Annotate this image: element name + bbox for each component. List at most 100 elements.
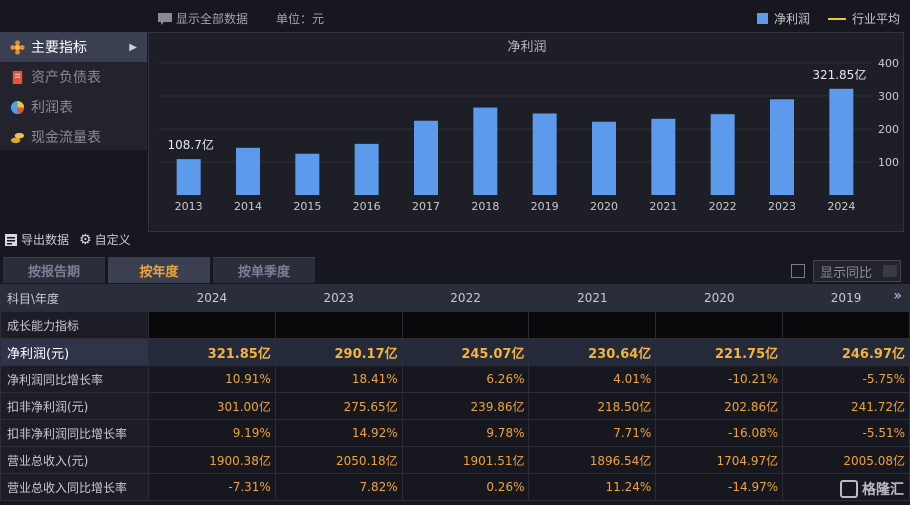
sidebar-item-cash-flow[interactable]: 现金流量表 <box>0 122 147 152</box>
x-tick-label: 2014 <box>234 200 262 213</box>
x-tick-label: 2023 <box>768 200 796 213</box>
chart-bar[interactable] <box>770 99 794 195</box>
yoy-select-label: 显示同比 <box>820 265 873 281</box>
table-cell: 11.24% <box>528 473 657 501</box>
sidebar-item-main-indicators[interactable]: 主要指标 ▶ <box>0 32 147 62</box>
y-tick-label: 300 <box>878 90 899 103</box>
export-data-button[interactable]: 导出数据 <box>4 231 69 248</box>
header-year[interactable]: 2019 <box>782 284 910 312</box>
table-row[interactable]: 净利润(元) 321.85亿 290.17亿 245.07亿 230.64亿 221.75… <box>0 338 910 366</box>
data-label-layer: 108.7亿 321.85亿 <box>167 67 866 152</box>
unit-label: 单位：元 <box>276 12 325 26</box>
table-cell: 290.17亿 <box>274 338 403 366</box>
table-row[interactable]: 净利润同比增长率 10.91% 18.41% 6.26% 4.01% -10.21% -5.… <box>0 365 910 393</box>
table-cell: 7.82% <box>274 473 403 501</box>
table-cell: 2050.18亿 <box>274 446 403 474</box>
table-cell: -10.21% <box>655 365 784 393</box>
flower-icon <box>10 39 25 55</box>
comment-icon <box>158 12 172 25</box>
table-cell: -14.97% <box>655 473 784 501</box>
table-header-row: 科目\年度 2024 2023 2022 2021 2020 2019 <box>0 284 910 312</box>
chart-svg: 净利润 2013 2014 2015 2016 2017 2018 2019 2020 2021… <box>159 40 899 213</box>
chart-bar[interactable] <box>236 147 260 195</box>
chart-bar[interactable] <box>532 113 557 195</box>
chart-bar[interactable] <box>710 114 735 195</box>
chart-legend: 净利润 行业平均 <box>756 10 900 27</box>
sidebar-item-label: 资产负债表 <box>31 70 101 86</box>
table-cell: 9.78% <box>401 419 530 447</box>
chart-bar[interactable] <box>176 159 201 195</box>
chart-bar[interactable] <box>295 153 320 195</box>
header-year[interactable]: 2023 <box>274 284 403 312</box>
sidebar-item-label: 现金流量表 <box>31 130 101 146</box>
customize-button[interactable]: ⚙ 自定义 <box>79 231 131 248</box>
chart-toolbar: 导出数据 ⚙ 自定义 <box>4 231 131 248</box>
chart-bar[interactable] <box>473 107 498 195</box>
table-cell: 1896.54亿 <box>528 446 657 474</box>
x-tick-label: 2016 <box>353 200 381 213</box>
chart-bar[interactable] <box>829 88 854 195</box>
sidebar-item-income-statement[interactable]: 利润表 <box>0 92 147 122</box>
grid-layer <box>159 62 871 163</box>
chart-bar[interactable] <box>592 121 616 195</box>
table-cell: 14.92% <box>274 419 403 447</box>
yoy-select[interactable]: 显示同比 <box>813 260 901 282</box>
period-tabs: 按报告期 按年度 按单季度 <box>3 257 315 283</box>
header-label: 科目\年度 <box>0 284 149 312</box>
table-cell: 0.26% <box>401 473 530 501</box>
table-row[interactable]: 扣非净利润同比增长率 9.19% 14.92% 9.78% 7.71% -16.08% -5… <box>0 419 910 447</box>
y-tick-label: 200 <box>878 123 899 136</box>
data-label-last: 321.85亿 <box>812 67 866 82</box>
sidebar-item-balance-sheet[interactable]: 资产负债表 <box>0 62 147 92</box>
tab-by-quarter[interactable]: 按单季度 <box>213 257 315 283</box>
export-icon <box>5 233 17 246</box>
x-tick-label: 2019 <box>531 200 559 213</box>
table-body: 科目\年度 2024 2023 2022 2021 2020 2019 成长能力… <box>0 284 910 501</box>
watermark: 格隆汇 <box>840 479 904 499</box>
header-year[interactable]: 2024 <box>148 284 276 312</box>
table-cell: 2005.08亿 <box>782 446 910 474</box>
table-row[interactable]: 营业总收入同比增长率 -7.31% 7.82% 0.26% 11.24% -14.97% <box>0 473 910 501</box>
y-tick-label: 100 <box>878 156 899 169</box>
document-icon <box>12 70 23 84</box>
row-label: 扣非净利润(元) <box>0 392 149 420</box>
row-label: 扣非净利润同比增长率 <box>0 419 149 447</box>
more-columns-icon[interactable]: » <box>893 288 902 304</box>
row-label: 营业总收入同比增长率 <box>0 473 149 501</box>
table-cell: 239.86亿 <box>401 392 530 420</box>
table-row[interactable]: 扣非净利润(元) 301.00亿 275.65亿 239.86亿 218.50亿 202.… <box>0 392 910 420</box>
show-all-data-toggle[interactable]: 显示全部数据 <box>158 10 248 27</box>
table-cell: 202.86亿 <box>655 392 784 420</box>
tab-by-report-period[interactable]: 按报告期 <box>3 257 105 283</box>
x-tick-label: 2018 <box>471 200 499 213</box>
header-year[interactable]: 2022 <box>401 284 530 312</box>
yoy-control: 显示同比 <box>791 260 901 282</box>
gear-icon: ⚙ <box>79 231 92 248</box>
section-label: 成长能力指标 <box>0 311 149 339</box>
data-label-first: 108.7亿 <box>167 137 213 152</box>
header-year[interactable]: 2021 <box>528 284 657 312</box>
table-row[interactable]: 营业总收入(元) 1900.38亿 2050.18亿 1901.51亿 1896.54亿… <box>0 446 910 474</box>
table-cell: 301.00亿 <box>148 392 276 420</box>
table-cell: -7.31% <box>148 473 276 501</box>
yoy-checkbox[interactable] <box>791 264 805 278</box>
chart-bar[interactable] <box>651 118 676 195</box>
caret-right-icon: ▶ <box>129 41 137 53</box>
table-cell: 18.41% <box>274 365 403 393</box>
row-label: 营业总收入(元) <box>0 446 149 474</box>
legend-net-profit[interactable]: 净利润 <box>773 12 810 26</box>
header-year[interactable]: 2020 <box>655 284 784 312</box>
x-tick-label: 2024 <box>827 200 855 213</box>
y-tick-label: 400 <box>878 57 899 70</box>
chart-bar[interactable] <box>354 143 379 195</box>
legend-industry-avg[interactable]: 行业平均 <box>851 12 900 26</box>
chart-title: 净利润 <box>507 40 546 55</box>
chevron-down-icon <box>883 265 897 277</box>
table-cell: 1900.38亿 <box>148 446 276 474</box>
chart-bar[interactable] <box>414 120 438 195</box>
x-tick-label: 2015 <box>293 200 321 213</box>
top-bar: 显示全部数据 单位：元 净利润 行业平均 <box>0 0 910 32</box>
tab-by-year[interactable]: 按年度 <box>108 257 210 283</box>
table-cell: 221.75亿 <box>655 338 784 366</box>
table-cell: 7.71% <box>528 419 657 447</box>
